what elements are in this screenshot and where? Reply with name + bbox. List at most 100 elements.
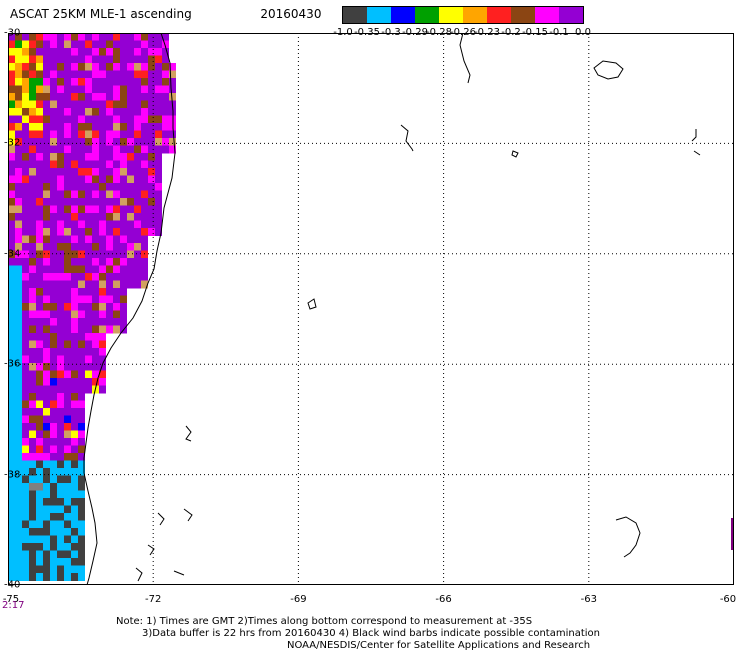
data-cell [148, 145, 155, 154]
data-cell [162, 63, 169, 71]
data-cell [15, 400, 22, 409]
data-cell [43, 400, 50, 409]
data-cell [106, 280, 113, 289]
data-cell [50, 513, 57, 521]
data-cell [78, 250, 85, 259]
map-frame [8, 33, 734, 585]
data-cell [36, 468, 43, 476]
data-cell [15, 130, 22, 139]
data-cell [50, 573, 57, 581]
data-cell [127, 55, 134, 64]
data-cell [92, 123, 99, 131]
data-cell [8, 198, 15, 206]
data-cell [29, 355, 36, 364]
data-cell [43, 558, 50, 566]
data-cell [127, 273, 134, 281]
data-cell [71, 505, 78, 514]
data-cell [43, 310, 50, 319]
data-cell [36, 408, 43, 416]
data-cell [64, 438, 71, 446]
data-cell [92, 235, 99, 244]
data-cell [43, 48, 50, 56]
data-cell [64, 535, 71, 544]
data-cell [57, 168, 64, 176]
data-cell [127, 160, 134, 169]
data-cell [36, 153, 43, 161]
data-cell [64, 220, 71, 229]
data-cell [22, 348, 29, 356]
data-cell [57, 63, 64, 71]
data-cell [85, 378, 92, 386]
data-cell [106, 183, 113, 191]
data-cell [85, 183, 92, 191]
data-cell [71, 453, 78, 461]
data-cell [71, 288, 78, 296]
data-cell [64, 468, 71, 476]
latitude-label: -34 [4, 248, 21, 260]
data-cell [29, 483, 36, 491]
longitude-label: -72 [145, 594, 162, 605]
data-cell [120, 33, 127, 41]
data-cell [43, 198, 50, 206]
data-cell [141, 228, 148, 236]
data-cell [22, 100, 29, 109]
data-cell [50, 520, 57, 529]
data-cell [36, 48, 43, 56]
data-cell [29, 100, 36, 109]
color-swatch [415, 7, 439, 23]
data-cell [85, 205, 92, 214]
data-cell [134, 70, 141, 79]
data-cell [50, 393, 57, 401]
data-cell [64, 40, 71, 49]
data-cell [134, 153, 141, 161]
data-cell [50, 145, 57, 154]
data-cell [57, 145, 64, 154]
data-cell [78, 40, 85, 49]
data-cell [36, 483, 43, 491]
data-cell [36, 63, 43, 71]
data-cell [120, 228, 127, 236]
data-cell [78, 423, 85, 431]
data-cell [120, 205, 127, 214]
data-cell [36, 370, 43, 379]
data-cell [134, 108, 141, 116]
data-cell [85, 310, 92, 319]
data-cell [43, 130, 50, 139]
data-cell [22, 190, 29, 199]
data-cell [43, 190, 50, 199]
data-cell [8, 228, 15, 236]
data-cell [8, 138, 15, 146]
data-cell [43, 55, 50, 64]
data-cell [57, 295, 64, 304]
data-cell [29, 288, 36, 296]
data-cell [113, 228, 120, 236]
data-cell [43, 258, 50, 266]
data-cell [78, 505, 85, 514]
data-cell [22, 550, 29, 559]
data-cell [22, 175, 29, 184]
data-cell [99, 48, 106, 56]
data-cell [57, 498, 64, 506]
data-cell [127, 220, 134, 229]
data-cell [36, 100, 43, 109]
data-cell [43, 475, 50, 484]
data-cell [57, 348, 64, 356]
data-cell [43, 63, 50, 71]
data-cell [36, 273, 43, 281]
data-cell [127, 33, 134, 41]
data-cell [57, 85, 64, 94]
data-cell [43, 70, 50, 79]
data-cell [106, 160, 113, 169]
data-cell [134, 228, 141, 236]
data-cell [78, 355, 85, 364]
data-cell [71, 445, 78, 454]
data-cell [85, 355, 92, 364]
data-cell [15, 393, 22, 401]
data-cell [50, 288, 57, 296]
color-swatch [367, 7, 391, 23]
data-cell [134, 48, 141, 56]
data-cell [78, 78, 85, 86]
data-cell [50, 93, 57, 101]
data-cell [57, 528, 64, 536]
data-cell [57, 363, 64, 371]
